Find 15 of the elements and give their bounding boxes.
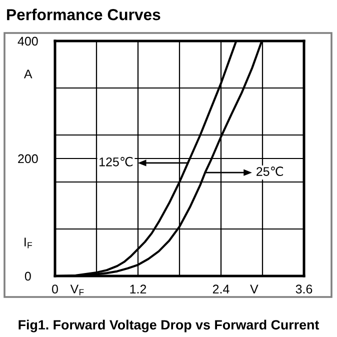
chart-title: Performance Curves bbox=[7, 8, 160, 20]
annotation: 25℃ bbox=[256, 166, 283, 176]
x-tick-label: 1.2 bbox=[130, 284, 146, 294]
x-tick-label: 2.4 bbox=[212, 284, 230, 294]
y-tick-label: 0 bbox=[24, 272, 31, 281]
y-axis-title: I$_{F}$ bbox=[24, 238, 32, 248]
x-tick-label: 0 bbox=[52, 284, 58, 294]
annotation: 125℃ bbox=[100, 156, 133, 166]
y-tick-label: 400 bbox=[18, 36, 38, 46]
text: A bbox=[24, 70, 32, 78]
x-axis-title: V$_{F}$ bbox=[70, 284, 84, 296]
x-tick-label: 3.6 bbox=[296, 284, 312, 294]
caption: Fig1. Forward Voltage Drop vs Forward Current bbox=[18, 320, 320, 332]
text: V bbox=[250, 284, 258, 294]
y-tick-label: 200 bbox=[18, 154, 38, 164]
